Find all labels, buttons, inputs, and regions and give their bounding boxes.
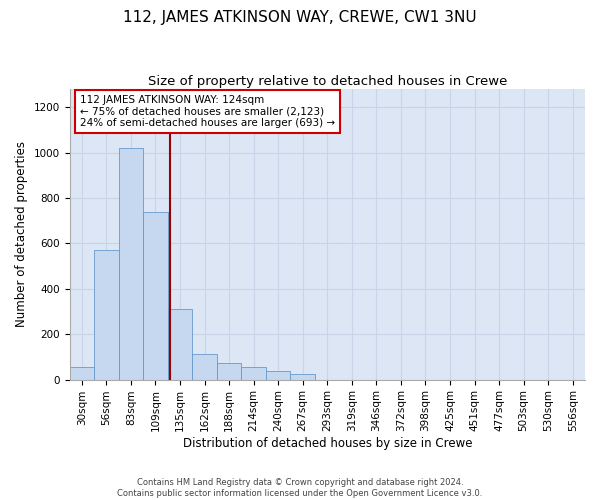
Bar [168, 310, 192, 380]
Bar [290, 374, 315, 380]
Bar [266, 370, 290, 380]
Bar [143, 212, 168, 380]
Bar [94, 250, 119, 380]
Bar [192, 354, 217, 380]
Bar [241, 367, 266, 380]
Bar [70, 367, 94, 380]
Bar [119, 148, 143, 380]
Y-axis label: Number of detached properties: Number of detached properties [15, 142, 28, 328]
Text: 112, JAMES ATKINSON WAY, CREWE, CW1 3NU: 112, JAMES ATKINSON WAY, CREWE, CW1 3NU [123, 10, 477, 25]
Text: 112 JAMES ATKINSON WAY: 124sqm
← 75% of detached houses are smaller (2,123)
24% : 112 JAMES ATKINSON WAY: 124sqm ← 75% of … [80, 95, 335, 128]
Title: Size of property relative to detached houses in Crewe: Size of property relative to detached ho… [148, 75, 507, 88]
Text: Contains HM Land Registry data © Crown copyright and database right 2024.
Contai: Contains HM Land Registry data © Crown c… [118, 478, 482, 498]
Bar [217, 362, 241, 380]
X-axis label: Distribution of detached houses by size in Crewe: Distribution of detached houses by size … [182, 437, 472, 450]
